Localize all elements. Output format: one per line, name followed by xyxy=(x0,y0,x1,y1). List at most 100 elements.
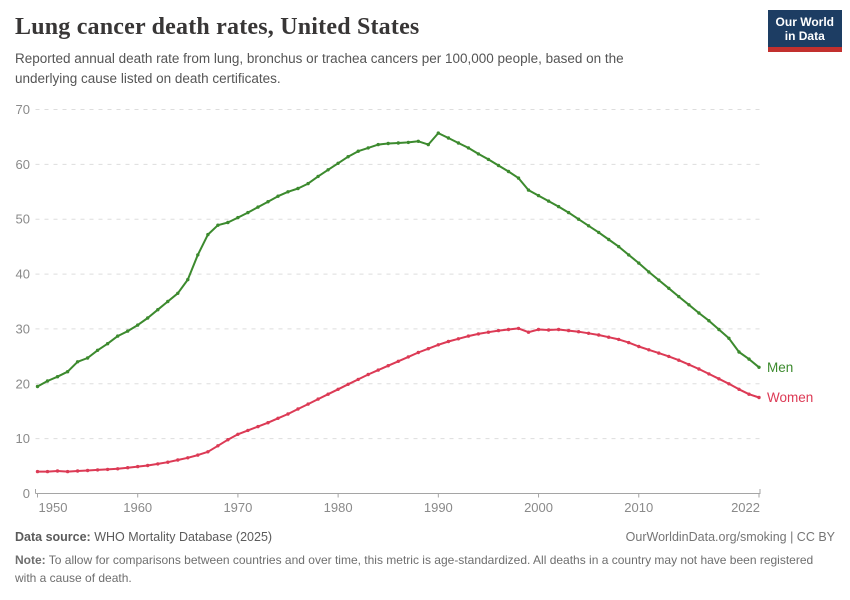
men-point-2019 xyxy=(727,336,731,340)
men-point-1967 xyxy=(206,232,210,237)
men-point-2000 xyxy=(536,193,541,198)
women-point-1996 xyxy=(496,328,501,333)
women-point-2002 xyxy=(556,327,561,332)
women-point-1952 xyxy=(55,469,60,473)
y-tick-label-50: 50 xyxy=(16,212,30,227)
men-series-label: Men xyxy=(767,360,793,375)
men-point-1993 xyxy=(466,146,471,150)
men-point-1969 xyxy=(226,220,230,225)
women-point-1994 xyxy=(476,332,481,336)
y-tick-label-60: 60 xyxy=(16,157,30,172)
owid-logo-line1: Our World xyxy=(775,15,834,29)
men-point-1952 xyxy=(55,375,60,379)
women-point-2010 xyxy=(637,344,641,349)
men-point-1991 xyxy=(446,136,451,140)
men-point-2011 xyxy=(647,270,651,274)
men-point-1985 xyxy=(386,141,390,146)
footer-row: Data source: WHO Mortality Database (202… xyxy=(15,530,835,544)
men-point-1978 xyxy=(316,174,320,179)
men-point-2008 xyxy=(617,244,621,249)
women-point-1953 xyxy=(65,469,70,474)
y-tick-label-40: 40 xyxy=(16,267,30,282)
men-point-1988 xyxy=(416,139,420,143)
women-point-1970 xyxy=(236,432,240,436)
x-tick-label-1950: 1950 xyxy=(39,500,68,515)
men-point-1987 xyxy=(406,140,410,145)
women-point-2013 xyxy=(667,354,671,359)
men-point-2021 xyxy=(747,357,751,361)
women-point-1955 xyxy=(85,468,90,473)
men-point-1998 xyxy=(516,176,521,180)
men-point-2009 xyxy=(627,253,631,257)
women-point-2004 xyxy=(576,330,581,334)
men-point-1983 xyxy=(366,146,370,150)
men-point-1984 xyxy=(376,142,380,147)
women-point-1964 xyxy=(176,458,180,462)
men-point-2016 xyxy=(697,311,701,315)
women-point-2011 xyxy=(647,348,651,352)
women-point-1988 xyxy=(416,350,420,355)
men-point-1968 xyxy=(216,223,220,227)
women-point-1966 xyxy=(196,453,200,457)
women-point-2005 xyxy=(586,331,591,335)
x-tick-label-2010: 2010 xyxy=(624,500,653,515)
women-point-1984 xyxy=(376,368,380,372)
chart-footer: Data source: WHO Mortality Database (202… xyxy=(15,530,835,587)
men-point-1974 xyxy=(276,194,280,198)
women-point-1957 xyxy=(105,467,110,472)
women-point-2009 xyxy=(627,340,631,345)
men-point-1973 xyxy=(266,200,270,204)
men-point-1962 xyxy=(156,308,160,312)
y-tick-label-70: 70 xyxy=(16,102,30,117)
men-point-1976 xyxy=(296,186,300,191)
men-point-1964 xyxy=(176,291,180,295)
men-point-2017 xyxy=(707,319,711,323)
women-point-2003 xyxy=(566,328,571,333)
x-tick-label-2022: 2022 xyxy=(731,500,760,515)
men-point-2003 xyxy=(566,210,571,215)
owid-logo[interactable]: Our World in Data xyxy=(767,10,842,52)
men-point-1970 xyxy=(236,215,240,220)
men-point-2001 xyxy=(546,199,551,203)
women-point-2014 xyxy=(677,358,681,362)
page-title: Lung cancer death rates, United States xyxy=(15,14,420,40)
women-point-1971 xyxy=(246,428,250,433)
men-point-1977 xyxy=(306,181,310,186)
men-point-1994 xyxy=(476,152,481,156)
women-point-1956 xyxy=(95,468,100,472)
women-point-2020 xyxy=(737,387,741,391)
men-point-1961 xyxy=(146,316,150,320)
owid-url-license-link[interactable]: OurWorldinData.org/smoking | CC BY xyxy=(625,530,835,544)
men-point-1960 xyxy=(136,323,140,327)
x-tick-label-1970: 1970 xyxy=(223,500,252,515)
men-point-1958 xyxy=(116,334,120,338)
women-point-2000 xyxy=(536,327,541,332)
women-point-2018 xyxy=(717,377,721,381)
women-point-1960 xyxy=(136,464,140,469)
men-point-2022 xyxy=(757,365,761,369)
x-tick-label-2000: 2000 xyxy=(524,500,553,515)
x-tick-label-1990: 1990 xyxy=(424,500,453,515)
women-point-1992 xyxy=(456,337,461,341)
men-point-2013 xyxy=(667,286,671,290)
women-point-1990 xyxy=(436,343,440,347)
women-point-1977 xyxy=(306,402,310,406)
men-point-2002 xyxy=(556,204,561,209)
line-chart: 0 10 20 30 40 50 60 70 1950 1960 1970 1980 1990 2000 2… xyxy=(16,102,814,515)
women-point-2008 xyxy=(617,337,621,342)
women-point-1983 xyxy=(366,372,370,377)
x-tick-label-1960: 1960 xyxy=(123,500,152,515)
footnote-value: To allow for comparisons between countri… xyxy=(15,553,814,585)
women-point-2019 xyxy=(727,382,731,386)
data-source-label: Data source: xyxy=(15,530,91,544)
women-line xyxy=(36,327,760,473)
men-point-1966 xyxy=(196,253,200,257)
women-point-1950 xyxy=(35,469,40,474)
women-point-1978 xyxy=(316,397,320,401)
men-point-2018 xyxy=(717,327,721,332)
men-point-2004 xyxy=(576,217,581,221)
women-point-1972 xyxy=(256,424,260,429)
women-point-1986 xyxy=(396,359,400,363)
owid-logo-line2: in Data xyxy=(784,29,825,43)
women-series-label: Women xyxy=(767,390,813,405)
